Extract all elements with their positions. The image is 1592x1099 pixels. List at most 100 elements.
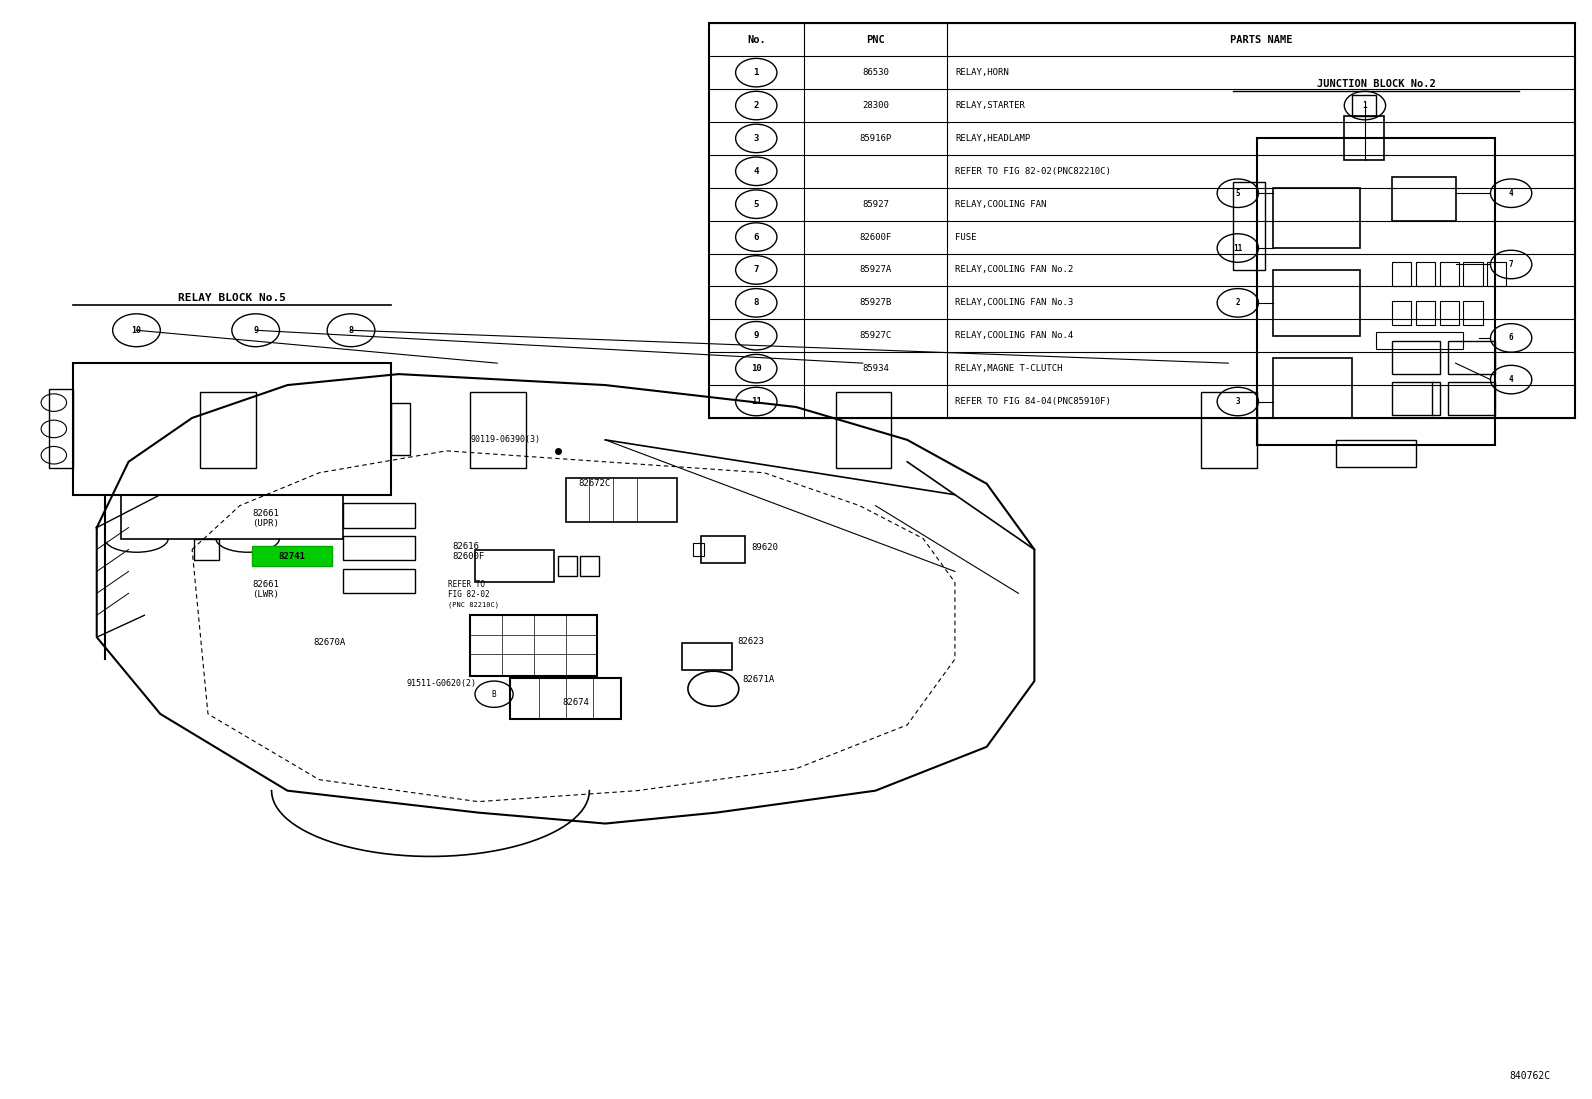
Bar — [342, 503, 414, 528]
Text: 82741: 82741 — [279, 552, 306, 560]
Text: 2: 2 — [753, 101, 759, 110]
Text: 85927B: 85927B — [860, 298, 892, 308]
Text: PARTS NAME: PARTS NAME — [1229, 35, 1293, 45]
Text: 82661: 82661 — [253, 580, 279, 589]
Text: 4: 4 — [753, 167, 759, 176]
Text: REFER TO: REFER TO — [447, 580, 486, 589]
Text: 1: 1 — [1363, 101, 1368, 110]
Bar — [1272, 270, 1360, 335]
Bar — [1415, 263, 1434, 287]
Text: REFER TO FIG 84-04(PNC85910F): REFER TO FIG 84-04(PNC85910F) — [955, 397, 1111, 406]
Bar — [470, 615, 597, 676]
Bar — [700, 536, 745, 563]
Bar — [73, 363, 390, 495]
Bar — [708, 23, 1574, 418]
Text: 5: 5 — [1235, 189, 1240, 198]
Text: 8: 8 — [753, 298, 759, 308]
Bar — [557, 556, 576, 576]
Text: 82600F: 82600F — [860, 233, 892, 242]
Bar — [836, 391, 892, 468]
Bar — [474, 550, 554, 582]
Text: REFER TO FIG 82-02(PNC82210C): REFER TO FIG 82-02(PNC82210C) — [955, 167, 1111, 176]
Bar — [1344, 116, 1383, 160]
Text: 5: 5 — [753, 200, 759, 209]
Text: 82674: 82674 — [562, 699, 589, 708]
Bar — [1391, 301, 1411, 325]
Text: RELAY,COOLING FAN No.3: RELAY,COOLING FAN No.3 — [955, 298, 1073, 308]
Text: 90119-06390(3): 90119-06390(3) — [470, 435, 540, 444]
Text: 86530: 86530 — [861, 68, 888, 77]
Bar — [1463, 263, 1482, 287]
Text: 82672C: 82672C — [578, 479, 610, 488]
Text: 89620: 89620 — [751, 543, 778, 552]
Bar — [1439, 263, 1458, 287]
Text: 85916P: 85916P — [860, 134, 892, 143]
Text: 28300: 28300 — [861, 101, 888, 110]
Text: 840762C: 840762C — [1509, 1072, 1551, 1081]
Text: RELAY,COOLING FAN No.2: RELAY,COOLING FAN No.2 — [955, 266, 1073, 275]
Text: 4: 4 — [1509, 375, 1514, 384]
Text: 1: 1 — [753, 68, 759, 77]
Text: RELAY,HEADLAMP: RELAY,HEADLAMP — [955, 134, 1030, 143]
Text: 91511-G0620(2): 91511-G0620(2) — [406, 679, 476, 688]
Bar — [194, 539, 220, 560]
Bar — [579, 556, 599, 576]
Text: RELAY,STARTER: RELAY,STARTER — [955, 101, 1025, 110]
Bar — [1391, 263, 1411, 287]
Bar — [509, 678, 621, 720]
Bar — [1352, 95, 1375, 116]
Text: RELAY,HORN: RELAY,HORN — [955, 68, 1009, 77]
Text: 85927: 85927 — [861, 200, 888, 209]
Text: RELAY,COOLING FAN No.4: RELAY,COOLING FAN No.4 — [955, 331, 1073, 341]
Text: PNC: PNC — [866, 35, 885, 45]
Bar — [201, 391, 256, 468]
Text: FUSE: FUSE — [955, 233, 976, 242]
Text: RELAY,COOLING FAN: RELAY,COOLING FAN — [955, 200, 1046, 209]
Bar — [1447, 341, 1495, 374]
Text: 82616: 82616 — [452, 542, 479, 551]
Bar — [49, 389, 73, 468]
Text: FIG 82-02: FIG 82-02 — [447, 590, 490, 599]
Bar — [1375, 333, 1463, 348]
Text: 82600F: 82600F — [452, 552, 486, 560]
Text: 11: 11 — [1234, 244, 1242, 253]
Bar — [342, 536, 414, 560]
Bar — [121, 495, 342, 539]
Bar — [1202, 391, 1256, 468]
Bar — [1256, 138, 1495, 445]
Text: 85934: 85934 — [861, 364, 888, 374]
Bar — [565, 478, 677, 522]
Text: 3: 3 — [753, 134, 759, 143]
Bar — [342, 569, 414, 593]
Text: 82623: 82623 — [737, 637, 764, 646]
Bar — [693, 543, 704, 556]
Text: 85927A: 85927A — [860, 266, 892, 275]
Bar — [1447, 381, 1495, 414]
Text: (PNC 82210C): (PNC 82210C) — [447, 601, 498, 608]
Text: 82661: 82661 — [253, 509, 279, 518]
Bar — [1487, 263, 1506, 287]
Bar — [1439, 301, 1458, 325]
Text: 7: 7 — [753, 266, 759, 275]
Bar — [1336, 440, 1415, 467]
Text: 3: 3 — [1235, 397, 1240, 406]
Text: RELAY BLOCK No.5: RELAY BLOCK No.5 — [178, 292, 287, 303]
Text: 6: 6 — [1509, 333, 1514, 343]
Bar — [1272, 357, 1352, 418]
Bar — [681, 643, 732, 670]
Bar — [1463, 301, 1482, 325]
Bar — [1415, 301, 1434, 325]
Bar — [1391, 177, 1455, 221]
Bar — [1234, 182, 1264, 270]
Bar — [253, 546, 333, 566]
Text: 7: 7 — [1509, 260, 1514, 269]
Text: 8: 8 — [349, 325, 353, 335]
Text: (UPR): (UPR) — [253, 519, 279, 528]
Bar — [470, 391, 525, 468]
Text: B: B — [492, 690, 497, 699]
Text: RELAY,MAGNE T-CLUTCH: RELAY,MAGNE T-CLUTCH — [955, 364, 1062, 374]
Text: (LWR): (LWR) — [253, 590, 279, 599]
Text: 11: 11 — [751, 397, 761, 406]
Text: 4: 4 — [1509, 189, 1514, 198]
Text: JUNCTION BLOCK No.2: JUNCTION BLOCK No.2 — [1317, 79, 1436, 89]
